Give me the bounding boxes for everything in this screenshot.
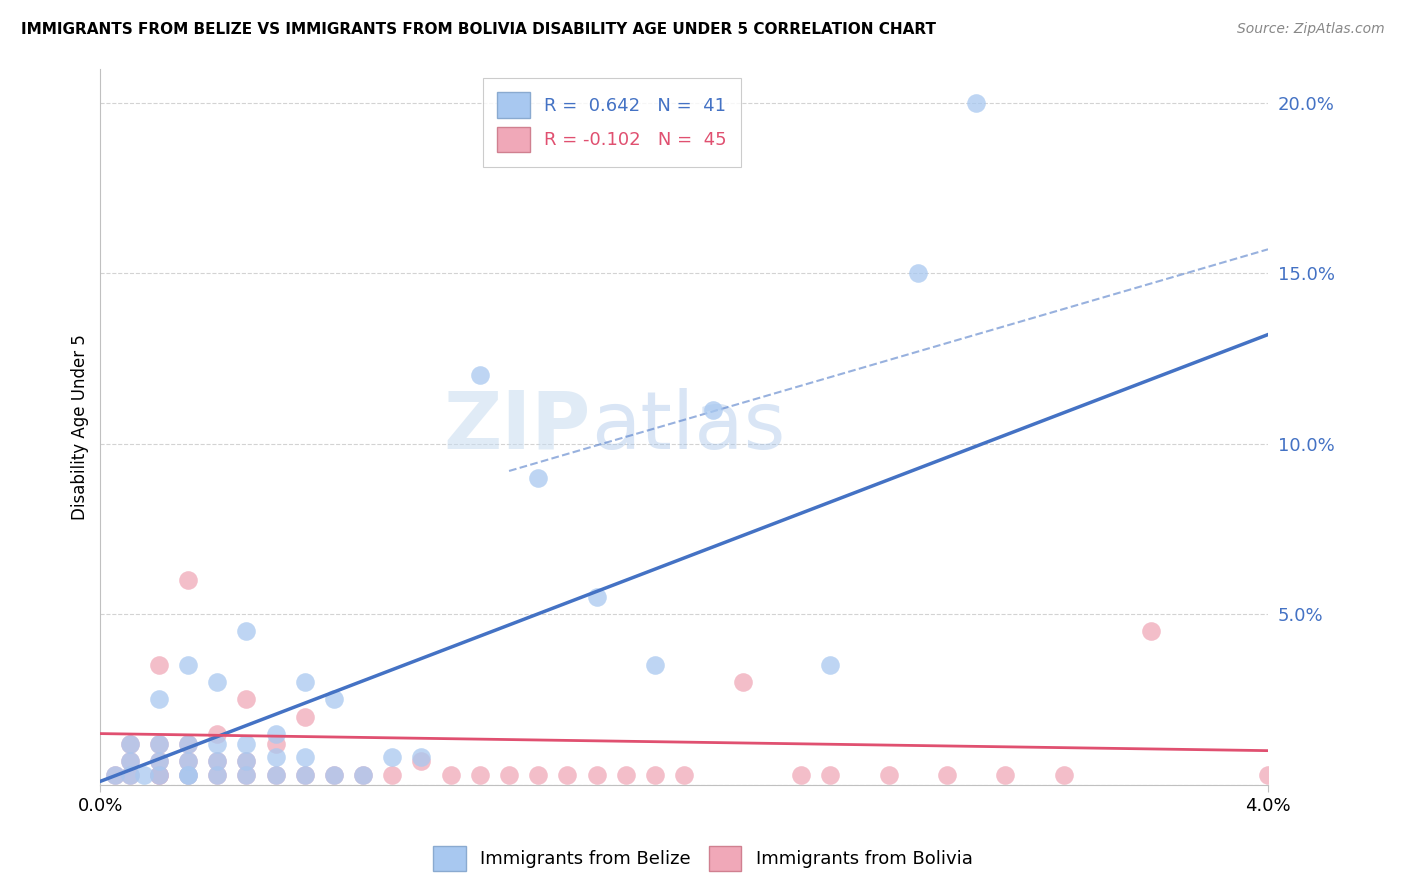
- Point: [381, 750, 404, 764]
- Point: [994, 767, 1017, 781]
- Point: [468, 767, 491, 781]
- Point: [411, 750, 433, 764]
- Point: [148, 737, 170, 751]
- Point: [1140, 624, 1163, 639]
- Point: [644, 767, 666, 781]
- Point: [118, 754, 141, 768]
- Point: [264, 737, 287, 751]
- Point: [177, 767, 200, 781]
- Point: [965, 95, 987, 110]
- Point: [148, 767, 170, 781]
- Point: [104, 767, 127, 781]
- Point: [381, 767, 404, 781]
- Point: [585, 767, 607, 781]
- Text: atlas: atlas: [591, 388, 785, 466]
- Point: [235, 737, 257, 751]
- Text: IMMIGRANTS FROM BELIZE VS IMMIGRANTS FROM BOLIVIA DISABILITY AGE UNDER 5 CORRELA: IMMIGRANTS FROM BELIZE VS IMMIGRANTS FRO…: [21, 22, 936, 37]
- Point: [118, 754, 141, 768]
- Point: [205, 767, 228, 781]
- Point: [205, 767, 228, 781]
- Point: [235, 767, 257, 781]
- Point: [294, 767, 316, 781]
- Point: [322, 767, 344, 781]
- Point: [205, 754, 228, 768]
- Point: [148, 692, 170, 706]
- Point: [264, 767, 287, 781]
- Point: [294, 750, 316, 764]
- Point: [264, 767, 287, 781]
- Point: [907, 266, 929, 280]
- Legend: R =  0.642   N =  41, R = -0.102   N =  45: R = 0.642 N = 41, R = -0.102 N = 45: [484, 78, 741, 167]
- Point: [148, 767, 170, 781]
- Y-axis label: Disability Age Under 5: Disability Age Under 5: [72, 334, 89, 519]
- Point: [673, 767, 696, 781]
- Point: [935, 767, 957, 781]
- Point: [235, 692, 257, 706]
- Point: [1053, 767, 1076, 781]
- Point: [352, 767, 374, 781]
- Point: [440, 767, 463, 781]
- Point: [148, 737, 170, 751]
- Legend: Immigrants from Belize, Immigrants from Bolivia: Immigrants from Belize, Immigrants from …: [426, 838, 980, 879]
- Point: [557, 767, 579, 781]
- Point: [731, 675, 754, 690]
- Point: [264, 750, 287, 764]
- Point: [205, 726, 228, 740]
- Point: [177, 754, 200, 768]
- Point: [118, 767, 141, 781]
- Point: [468, 368, 491, 383]
- Point: [118, 737, 141, 751]
- Point: [644, 658, 666, 673]
- Point: [205, 754, 228, 768]
- Point: [148, 658, 170, 673]
- Point: [235, 767, 257, 781]
- Point: [235, 624, 257, 639]
- Point: [818, 658, 841, 673]
- Point: [177, 767, 200, 781]
- Point: [527, 471, 550, 485]
- Point: [177, 737, 200, 751]
- Point: [134, 767, 156, 781]
- Point: [264, 726, 287, 740]
- Point: [148, 754, 170, 768]
- Point: [177, 754, 200, 768]
- Text: ZIP: ZIP: [443, 388, 591, 466]
- Point: [118, 737, 141, 751]
- Point: [790, 767, 813, 781]
- Point: [177, 767, 200, 781]
- Point: [294, 767, 316, 781]
- Point: [148, 767, 170, 781]
- Point: [177, 573, 200, 587]
- Point: [614, 767, 637, 781]
- Point: [322, 692, 344, 706]
- Point: [877, 767, 900, 781]
- Point: [498, 767, 520, 781]
- Point: [205, 737, 228, 751]
- Point: [205, 675, 228, 690]
- Point: [235, 754, 257, 768]
- Point: [294, 709, 316, 723]
- Point: [177, 658, 200, 673]
- Point: [1257, 767, 1279, 781]
- Point: [177, 737, 200, 751]
- Point: [118, 767, 141, 781]
- Point: [294, 675, 316, 690]
- Point: [235, 754, 257, 768]
- Point: [585, 590, 607, 604]
- Text: Source: ZipAtlas.com: Source: ZipAtlas.com: [1237, 22, 1385, 37]
- Point: [352, 767, 374, 781]
- Point: [411, 754, 433, 768]
- Point: [148, 754, 170, 768]
- Point: [527, 767, 550, 781]
- Point: [104, 767, 127, 781]
- Point: [702, 402, 724, 417]
- Point: [322, 767, 344, 781]
- Point: [818, 767, 841, 781]
